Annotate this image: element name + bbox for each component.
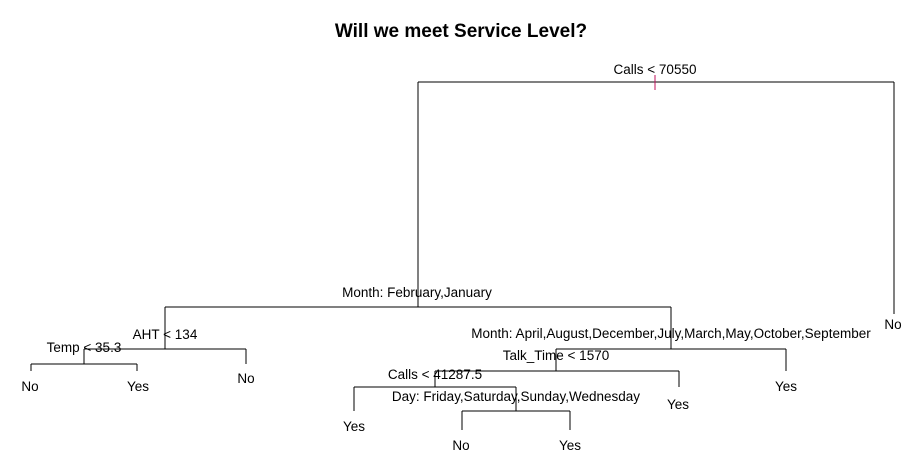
edge-day — [461, 410, 571, 430]
leaf-label: Yes — [775, 379, 797, 394]
leaf-label: No — [237, 371, 254, 386]
edge-aht — [83, 348, 247, 364]
split-label-month-2: Month: April,August,December,July,March,… — [471, 326, 871, 341]
leaf-label: No — [884, 317, 901, 332]
edge-temp — [30, 363, 138, 371]
split-label-calls-2: Calls < 41287.5 — [388, 367, 482, 382]
leaf-label: Yes — [667, 397, 689, 412]
edge-root — [417, 81, 895, 314]
split-label-temp: Temp < 35.3 — [47, 340, 122, 355]
edge-talk — [434, 370, 680, 387]
split-label-talk-time: Talk_Time < 1570 — [503, 348, 609, 363]
leaf-label: No — [452, 438, 469, 453]
chart-title: Will we meet Service Level? — [335, 21, 587, 42]
edge-month1 — [164, 306, 672, 349]
edge-month2 — [555, 348, 787, 371]
leaf-label: Yes — [127, 379, 149, 394]
edge-calls2 — [353, 386, 517, 411]
leaf-label: Yes — [559, 438, 581, 453]
split-label-month-1: Month: February,January — [342, 285, 492, 300]
split-label-calls-root: Calls < 70550 — [614, 62, 697, 77]
leaf-label: Yes — [343, 419, 365, 434]
split-label-day: Day: Friday,Saturday,Sunday,Wednesday — [392, 389, 640, 404]
split-label-aht: AHT < 134 — [133, 327, 198, 342]
leaf-label: No — [21, 379, 38, 394]
